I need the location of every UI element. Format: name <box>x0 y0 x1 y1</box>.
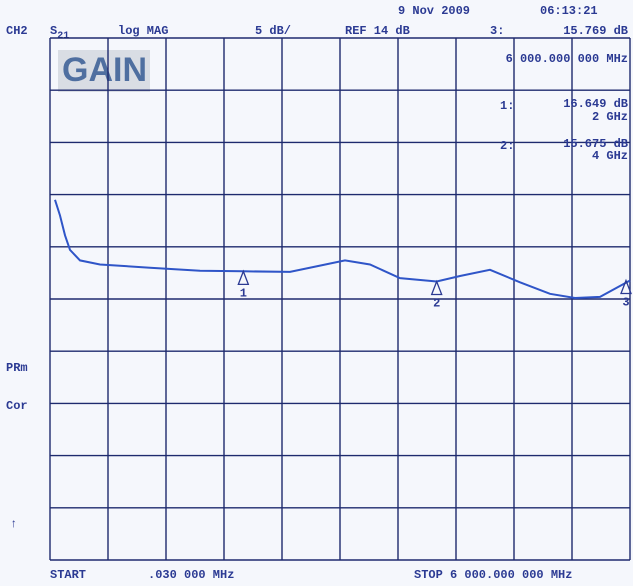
marker-id: 3 <box>622 296 629 310</box>
title-box <box>58 50 150 92</box>
title: GAIN <box>62 51 147 89</box>
side-label: Cor <box>6 399 28 413</box>
marker-id: 2 <box>433 297 440 311</box>
parameter-letter: S <box>50 24 57 38</box>
trace <box>54 199 631 300</box>
start-label: START <box>50 568 86 582</box>
stop-value: STOP 6 000.000 000 MHz <box>414 568 572 582</box>
marker <box>430 279 443 296</box>
marker-readout-label: 1: <box>500 99 514 113</box>
marker-readout-value: 15.769 dB <box>563 24 628 38</box>
start-value: .030 000 MHz <box>148 568 234 582</box>
time: 06:13:21 <box>540 4 598 18</box>
format: log MAG <box>118 24 168 38</box>
marker-readout-freq: 2 GHz <box>592 110 628 124</box>
parameter: S21 <box>50 24 69 41</box>
reference: REF 14 dB <box>345 24 410 38</box>
marker-readout-value: 16.649 dB <box>563 97 628 111</box>
date: 9 Nov 2009 <box>398 4 470 18</box>
marker-id: 1 <box>240 287 247 301</box>
side-label: ↑ <box>10 517 17 531</box>
marker-readout-freq: 6 000.000 000 MHz <box>506 52 628 66</box>
scale: 5 dB/ <box>255 24 291 38</box>
marker-readout-label: 3: <box>490 24 504 38</box>
parameter-sub: 21 <box>57 31 69 42</box>
marker <box>237 269 250 285</box>
marker-readout-freq: 4 GHz <box>592 149 628 163</box>
marker-readout-label: 2: <box>500 139 514 153</box>
marker-readout-value: 15.675 dB <box>563 137 628 151</box>
marker <box>620 278 632 295</box>
side-label: PRm <box>6 361 28 375</box>
channel: CH2 <box>6 24 28 38</box>
